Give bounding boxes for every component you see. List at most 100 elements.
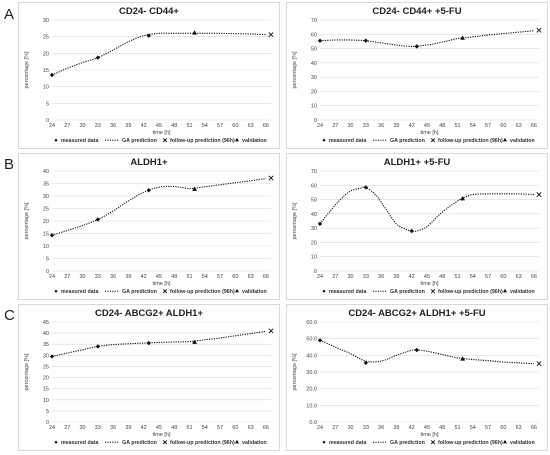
measured-point xyxy=(146,340,151,346)
y-tick-label: 0 xyxy=(46,420,49,426)
x-tick-label: 27 xyxy=(332,274,338,280)
x-tick-label: 66 xyxy=(531,425,537,431)
chart-cd24-abcg2-aldh1: CD24- ABCG2+ ALDH1+ 0 5 10 15 20 25 30 35 40 45 24 2… xyxy=(18,304,280,451)
x-tick-label: 33 xyxy=(95,123,101,129)
x-tick-label: 27 xyxy=(332,425,338,431)
x-tick-label: 54 xyxy=(470,123,476,129)
y-tick-label: 5 xyxy=(46,101,49,107)
legend-ga-label: GA prediction xyxy=(122,440,157,446)
legend-followup-marker xyxy=(430,138,436,143)
x-tick-label: 33 xyxy=(95,274,101,280)
x-tick-label: 54 xyxy=(470,274,476,280)
measured-point xyxy=(363,185,369,190)
x-tick-label: 42 xyxy=(141,123,147,129)
y-tick-label: 10 xyxy=(43,244,49,250)
ga-prediction-line xyxy=(51,177,266,236)
chart-svg-4: CD24- ABCG2+ ALDH1+ 0 5 10 15 20 25 30 35 40 45 24 2… xyxy=(24,308,274,446)
chart-svg-1: CD24- CD44+ +5-FU 0 10 20 30 40 50 60 70 24 27 30 33… xyxy=(292,6,542,144)
legend-validation-marker xyxy=(235,439,239,444)
x-tick-label: 48 xyxy=(171,123,177,129)
legend-measured-label: measured data xyxy=(61,440,98,446)
x-tick-label: 48 xyxy=(439,425,445,431)
x-axis-label: time [h] xyxy=(152,130,171,136)
x-tick-label: 54 xyxy=(470,425,476,431)
chart-title: ALDH1+ xyxy=(130,157,168,168)
legend-measured-marker xyxy=(322,138,326,142)
x-tick-label: 42 xyxy=(409,425,415,431)
x-tick-label: 63 xyxy=(248,425,254,431)
y-tick-label: 0 xyxy=(314,118,317,124)
x-tick-label: 51 xyxy=(454,425,460,431)
y-tick-label: 35 xyxy=(43,342,49,348)
x-axis-label: time [h] xyxy=(420,432,439,438)
legend-followup-label: follow-up prediction (96h) xyxy=(170,440,235,446)
legend-ga-label: GA prediction xyxy=(390,440,425,446)
validation-point xyxy=(460,196,466,201)
y-axis-label: percentage [%] xyxy=(24,51,30,88)
x-tick-label: 63 xyxy=(248,123,254,129)
legend-followup-label: follow-up prediction (96h) xyxy=(438,138,503,144)
x-tick-label: 63 xyxy=(248,274,254,280)
measured-point xyxy=(414,347,419,353)
x-tick-label: 48 xyxy=(171,425,177,431)
measured-point xyxy=(146,188,151,193)
x-tick-label: 45 xyxy=(424,123,430,129)
y-tick-label: 0 xyxy=(314,269,317,275)
x-tick-label: 60 xyxy=(232,274,238,280)
x-tick-label: 48 xyxy=(439,123,445,129)
y-tick-label: 40 xyxy=(311,61,317,67)
y-tick-label: 15 xyxy=(43,387,49,393)
x-tick-label: 51 xyxy=(454,123,460,129)
legend-ga-label: GA prediction xyxy=(122,289,157,295)
legend-validation-marker xyxy=(503,439,507,444)
x-tick-label: 30 xyxy=(79,425,85,431)
y-tick-label: 60 xyxy=(311,32,317,38)
x-tick-label: 33 xyxy=(95,425,101,431)
x-tick-label: 48 xyxy=(439,274,445,280)
x-tick-label: 57 xyxy=(485,123,491,129)
y-tick-label: 40 xyxy=(311,212,317,218)
legend-validation-marker xyxy=(235,137,239,142)
y-tick-label: 30 xyxy=(43,353,49,359)
y-tick-label: 50 xyxy=(311,47,317,53)
legend-followup-marker xyxy=(430,440,436,445)
y-tick-label: 25 xyxy=(43,207,49,213)
x-tick-label: 54 xyxy=(202,425,208,431)
y-tick-label: 20 xyxy=(311,89,317,95)
y-axis-label: percentage [%] xyxy=(24,202,30,239)
y-tick-label: 10 xyxy=(311,104,317,110)
y-tick-label: 25 xyxy=(43,364,49,370)
legend-measured-marker xyxy=(54,440,58,444)
followup-point xyxy=(536,27,542,33)
y-tick-label: 5 xyxy=(46,257,49,263)
x-tick-label: 36 xyxy=(110,274,116,280)
chart-aldh1-5fu: ALDH1+ +5-FU 0 10 20 30 40 50 60 70 24 27 30 33 36 39 4… xyxy=(286,153,548,300)
measured-point xyxy=(317,338,323,343)
x-tick-label: 51 xyxy=(186,123,192,129)
panel-letter-c: C xyxy=(4,307,15,324)
measured-point xyxy=(95,344,101,349)
x-tick-label: 30 xyxy=(79,274,85,280)
measured-point xyxy=(363,38,369,43)
x-axis-label: time [h] xyxy=(152,432,171,438)
x-tick-label: 66 xyxy=(531,123,537,129)
x-tick-label: 30 xyxy=(347,274,353,280)
y-tick-label: 60.0 xyxy=(306,320,317,326)
x-tick-label: 60 xyxy=(500,274,506,280)
followup-point xyxy=(268,175,274,181)
panel-letter-a: A xyxy=(4,6,15,23)
y-axis-label: percentage [%] xyxy=(292,51,298,88)
x-tick-label: 33 xyxy=(363,274,369,280)
x-tick-label: 51 xyxy=(186,274,192,280)
chart-svg-0: CD24- CD44+ 0 5 10 15 20 25 30 24 27 30 33 36 39 42 45 4… xyxy=(24,6,274,144)
x-axis-label: time [h] xyxy=(420,130,439,136)
x-tick-label: 60 xyxy=(232,123,238,129)
y-axis-label: percentage [%] xyxy=(292,202,298,239)
y-axis-label: percentage [%] xyxy=(24,353,30,390)
y-tick-label: 10.0 xyxy=(306,403,317,409)
x-tick-label: 30 xyxy=(347,123,353,129)
legend-validation-marker xyxy=(503,137,507,142)
measured-point xyxy=(414,44,419,49)
measured-point xyxy=(317,221,323,227)
y-tick-label: 40 xyxy=(43,169,49,175)
